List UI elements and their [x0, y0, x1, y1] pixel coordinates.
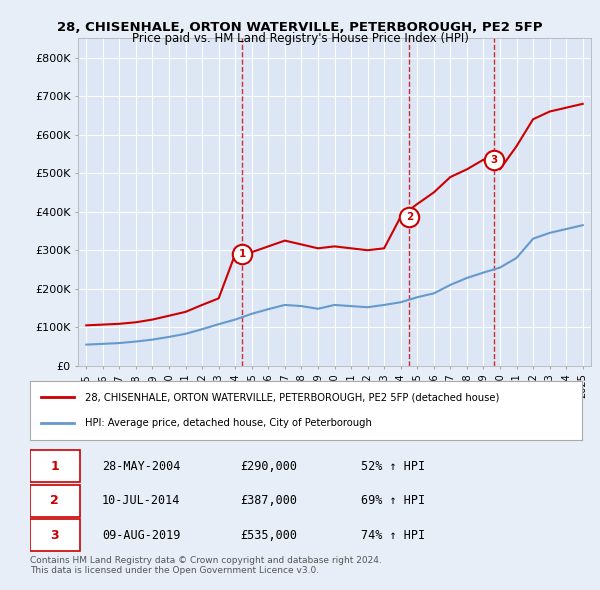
Text: 10-JUL-2014: 10-JUL-2014 [102, 494, 180, 507]
Text: 1: 1 [50, 460, 59, 473]
Text: Price paid vs. HM Land Registry's House Price Index (HPI): Price paid vs. HM Land Registry's House … [131, 32, 469, 45]
Text: 28-MAY-2004: 28-MAY-2004 [102, 460, 180, 473]
Text: HPI: Average price, detached house, City of Peterborough: HPI: Average price, detached house, City… [85, 418, 372, 428]
Text: 2: 2 [50, 494, 59, 507]
FancyBboxPatch shape [30, 519, 80, 551]
Text: £290,000: £290,000 [240, 460, 297, 473]
FancyBboxPatch shape [30, 450, 80, 482]
Text: 28, CHISENHALE, ORTON WATERVILLE, PETERBOROUGH, PE2 5FP: 28, CHISENHALE, ORTON WATERVILLE, PETERB… [57, 21, 543, 34]
Text: £535,000: £535,000 [240, 529, 297, 542]
Text: 52% ↑ HPI: 52% ↑ HPI [361, 460, 425, 473]
Text: 1: 1 [239, 249, 246, 259]
FancyBboxPatch shape [30, 484, 80, 517]
Text: 2: 2 [406, 212, 413, 222]
Text: 69% ↑ HPI: 69% ↑ HPI [361, 494, 425, 507]
Text: 3: 3 [50, 529, 59, 542]
Text: 3: 3 [490, 155, 497, 165]
Text: Contains HM Land Registry data © Crown copyright and database right 2024.
This d: Contains HM Land Registry data © Crown c… [30, 556, 382, 575]
Text: 74% ↑ HPI: 74% ↑ HPI [361, 529, 425, 542]
Text: £387,000: £387,000 [240, 494, 297, 507]
Text: 09-AUG-2019: 09-AUG-2019 [102, 529, 180, 542]
Text: 28, CHISENHALE, ORTON WATERVILLE, PETERBOROUGH, PE2 5FP (detached house): 28, CHISENHALE, ORTON WATERVILLE, PETERB… [85, 392, 500, 402]
